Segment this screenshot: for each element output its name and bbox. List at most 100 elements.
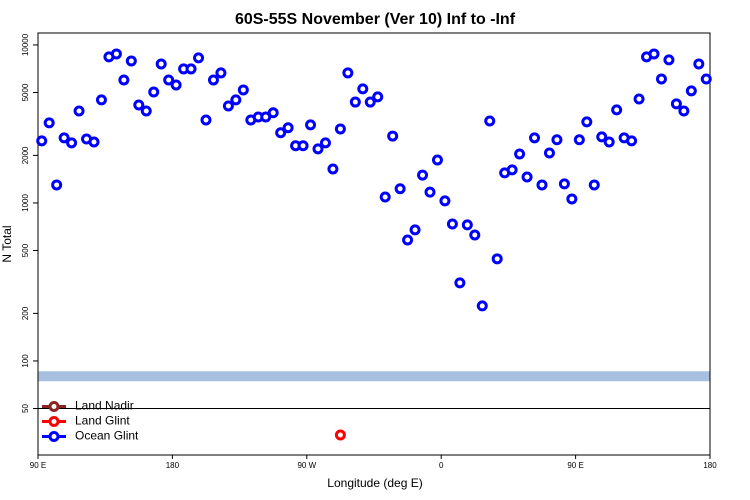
legend-label: Land Glint (75, 414, 130, 428)
x-tick-label: 180 (166, 461, 180, 470)
data-point (193, 52, 205, 64)
data-point (626, 135, 638, 147)
data-point (88, 136, 100, 148)
data-point (446, 218, 458, 230)
x-tick-label: 0 (439, 461, 444, 470)
data-point (469, 229, 481, 241)
data-point (200, 114, 212, 126)
data-point (43, 117, 55, 129)
data-point (670, 98, 682, 110)
x-tick-label: 90 W (297, 461, 316, 470)
data-point (185, 63, 197, 75)
data-point (506, 164, 518, 176)
data-point (685, 85, 697, 97)
data-point (581, 116, 593, 128)
x-tick-label: 180 (703, 461, 717, 470)
data-point (491, 253, 503, 265)
data-point (275, 127, 287, 139)
data-point (36, 135, 48, 147)
legend-marker (48, 401, 60, 413)
data-point (364, 96, 376, 108)
chart-title: 60S-55S November (Ver 10) Inf to -Inf (235, 11, 516, 28)
data-point (678, 105, 690, 117)
data-point (237, 84, 249, 96)
legend-label: Ocean Glint (75, 429, 139, 443)
y-axis-label: N Total (0, 225, 14, 262)
data-point (551, 134, 563, 146)
data-point (230, 94, 242, 106)
data-point (648, 48, 660, 60)
data-point (305, 119, 317, 131)
data-point (529, 132, 541, 144)
data-point (51, 179, 63, 191)
data-point (148, 86, 160, 98)
data-point (334, 429, 346, 441)
data-point (461, 219, 473, 231)
y-tick-label: 5000 (21, 83, 30, 101)
x-tick-label: 90 E (30, 461, 46, 470)
data-point (319, 137, 331, 149)
data-point (566, 193, 578, 205)
x-axis-label: Longitude (deg E) (327, 476, 422, 490)
data-point (596, 131, 608, 143)
data-point (282, 122, 294, 134)
y-tick-label: 500 (21, 243, 30, 257)
y-tick-label: 50 (21, 404, 30, 413)
data-point (603, 136, 615, 148)
data-point (521, 171, 533, 183)
y-tick-label: 200 (21, 306, 30, 320)
plot-frame (37, 32, 711, 456)
data-point (312, 143, 324, 155)
data-point (125, 55, 137, 67)
data-point (342, 67, 354, 79)
data-point (402, 234, 414, 246)
data-point (140, 105, 152, 117)
legend-marker (48, 416, 60, 428)
data-point (394, 183, 406, 195)
data-point (611, 104, 623, 116)
data-point (215, 67, 227, 79)
y-tick-label: 1000 (21, 193, 30, 211)
data-point (663, 54, 675, 66)
data-point (439, 195, 451, 207)
data-point (633, 93, 645, 105)
data-point (476, 300, 488, 312)
legend-marker (48, 431, 60, 443)
data-point (558, 178, 570, 190)
data-point (424, 186, 436, 198)
data-point (349, 96, 361, 108)
data-point (536, 179, 548, 191)
data-point (417, 169, 429, 181)
data-point (372, 91, 384, 103)
data-point (514, 148, 526, 160)
legend-label: Land Nadir (75, 399, 134, 413)
data-point (588, 179, 600, 191)
data-point (484, 115, 496, 127)
data-point (110, 48, 122, 60)
data-point (207, 74, 219, 86)
data-point (95, 94, 107, 106)
data-point (73, 105, 85, 117)
data-point (334, 123, 346, 135)
y-tick-label: 2000 (21, 146, 30, 164)
data-point (58, 132, 70, 144)
data-point (222, 100, 234, 112)
data-point (297, 140, 309, 152)
data-point (170, 79, 182, 91)
data-point (357, 83, 369, 95)
data-point (409, 224, 421, 236)
data-point (133, 99, 145, 111)
data-point (163, 74, 175, 86)
data-point (693, 58, 705, 70)
data-point (431, 154, 443, 166)
data-point (118, 74, 130, 86)
data-point (66, 137, 78, 149)
data-point (454, 277, 466, 289)
y-tick-label: 100 (21, 354, 30, 368)
data-point (573, 134, 585, 146)
x-tick-label: 90 E (567, 461, 583, 470)
data-point (387, 130, 399, 142)
reference-band (38, 371, 710, 382)
